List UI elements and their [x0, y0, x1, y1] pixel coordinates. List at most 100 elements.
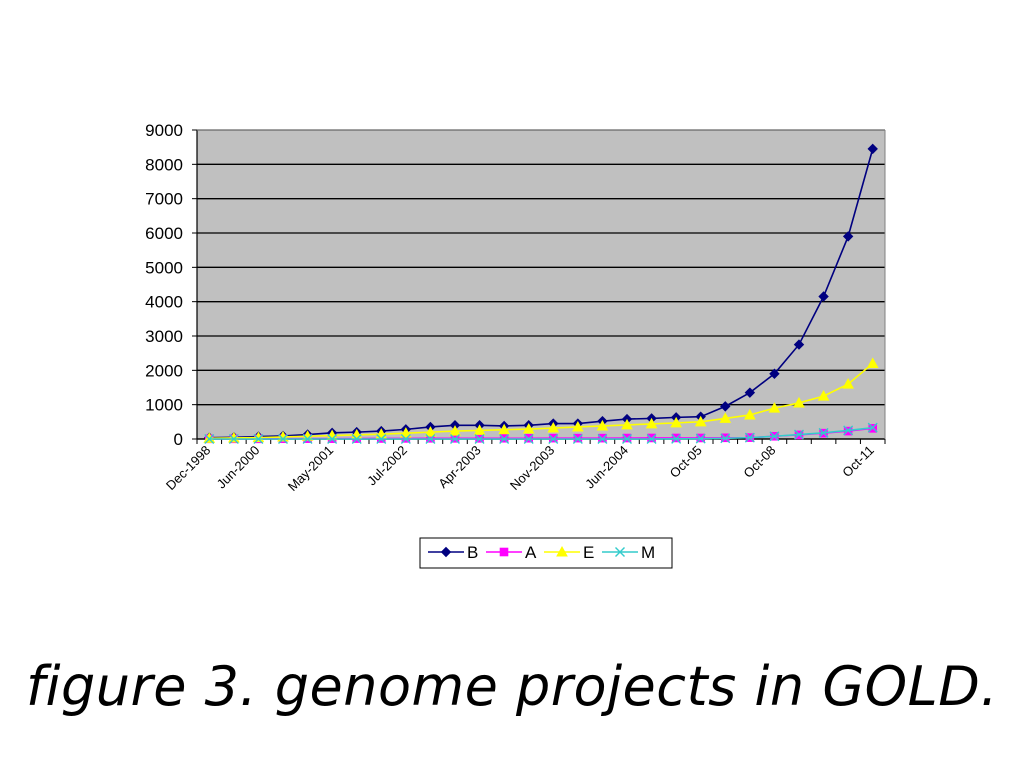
figure-caption: figure 3. genome projects in GOLD.: [25, 655, 999, 718]
x-axis-ticks: Dec-1998 Jun-2000 May-2001 Jul-2002 Apr-2003…: [163, 439, 886, 494]
data-point-M: [548, 434, 559, 444]
data-point-E: [498, 423, 510, 435]
data-point-M: [376, 434, 387, 444]
legend-item-E: E: [544, 543, 594, 562]
legend-box: [419, 537, 673, 569]
data-point-B: [842, 231, 854, 242]
data-point-M: [278, 434, 288, 444]
y-tick-label: 2000: [145, 361, 183, 380]
data-point-E: [449, 425, 461, 436]
data-point-E: [645, 417, 658, 429]
data-point-E: [596, 419, 609, 431]
data-point-E: [424, 426, 437, 437]
x-tick-label: Oct-11: [839, 443, 877, 481]
legend-label: M: [641, 543, 655, 562]
data-point-E: [572, 420, 584, 432]
data-point-M: [351, 434, 362, 444]
series-line-B: [209, 148, 874, 439]
data-point-M: [720, 433, 731, 444]
y-tick-label: 7000: [145, 190, 183, 209]
x-tick-label: Jun-2000: [214, 443, 263, 492]
data-point-A: [647, 433, 656, 443]
legend-marker-E: [556, 545, 568, 557]
legend-marker-B: [440, 546, 452, 558]
y-tick-label: 9000: [145, 121, 183, 140]
data-point-E: [842, 378, 854, 389]
data-point-E: [768, 402, 781, 413]
data-point-M: [253, 434, 264, 444]
y-tick-label: 3000: [145, 327, 183, 346]
legend-marker-M: [615, 547, 625, 557]
data-point-M: [474, 434, 485, 444]
data-point-M: [302, 434, 313, 444]
data-point-M: [572, 434, 583, 444]
series-line-E: [209, 362, 874, 440]
x-tick-label: Apr-2003: [435, 443, 483, 491]
legend-item-M: M: [602, 543, 655, 562]
data-point-M: [744, 432, 755, 443]
data-point-E: [793, 396, 805, 408]
series-lines: [203, 143, 879, 444]
data-point-E: [522, 423, 535, 434]
series-E: [203, 357, 879, 443]
data-point-M: [499, 434, 510, 444]
data-point-M: [228, 434, 239, 444]
series-M: [204, 422, 878, 444]
data-point-M: [818, 427, 829, 438]
data-point-M: [523, 434, 534, 444]
series-line-M: [209, 426, 873, 440]
x-tick-label: Jul-2002: [364, 443, 410, 489]
data-point-E: [694, 415, 707, 427]
data-point-M: [671, 433, 682, 444]
data-point-B: [793, 339, 805, 350]
data-point-M: [769, 431, 780, 442]
data-point-B: [867, 143, 878, 155]
legend-item-B: B: [428, 543, 478, 562]
y-tick-label: 1000: [145, 396, 183, 415]
legend-item-A: A: [486, 543, 537, 562]
y-tick-label: 8000: [145, 155, 183, 174]
data-point-M: [204, 434, 215, 444]
x-tick-label: Jun-2004: [582, 443, 631, 492]
legend-label: E: [583, 543, 594, 562]
data-point-E: [400, 427, 412, 438]
data-point-M: [450, 434, 460, 444]
x-tick-label: Nov-2003: [507, 443, 557, 493]
data-point-M: [843, 425, 854, 436]
data-point-B: [744, 387, 756, 398]
data-point-E: [670, 416, 682, 428]
data-point-M: [400, 434, 411, 444]
data-point-M: [646, 434, 657, 444]
x-tick-label: Oct-05: [667, 443, 705, 481]
data-point-M: [597, 434, 608, 444]
data-point-E: [719, 412, 732, 423]
data-point-B: [818, 291, 829, 302]
plot-area: [197, 130, 885, 439]
data-point-E: [473, 424, 486, 435]
y-tick-label: 6000: [145, 224, 183, 243]
data-point-M: [695, 433, 706, 444]
data-point-M: [794, 429, 804, 440]
data-point-M: [425, 434, 436, 444]
data-point-B: [769, 368, 780, 379]
y-tick-label: 0: [174, 430, 183, 449]
legend-label: B: [467, 543, 478, 562]
x-tick-label: May-2001: [285, 443, 336, 494]
data-point-E: [817, 390, 830, 401]
data-point-E: [744, 408, 756, 420]
x-tick-label: Oct-08: [740, 443, 778, 481]
legend-label: A: [525, 543, 537, 562]
data-point-M: [622, 434, 632, 444]
y-axis-ticks: 0 1000 2000 3000 4000 5000 6000 7000 8000 9000: [145, 121, 197, 449]
x-tick-label: Dec-1998: [163, 443, 213, 493]
data-point-E: [621, 418, 633, 430]
y-tick-label: 5000: [145, 258, 183, 277]
data-point-E: [547, 421, 560, 433]
data-point-M: [327, 434, 338, 444]
chart: 0 1000 2000 3000 4000 5000 6000 7000 8000 9000 De…: [145, 121, 886, 569]
data-point-E: [203, 432, 216, 443]
legend-marker-A: [499, 547, 509, 557]
y-tick-label: 4000: [145, 293, 183, 312]
data-point-E: [866, 357, 879, 368]
